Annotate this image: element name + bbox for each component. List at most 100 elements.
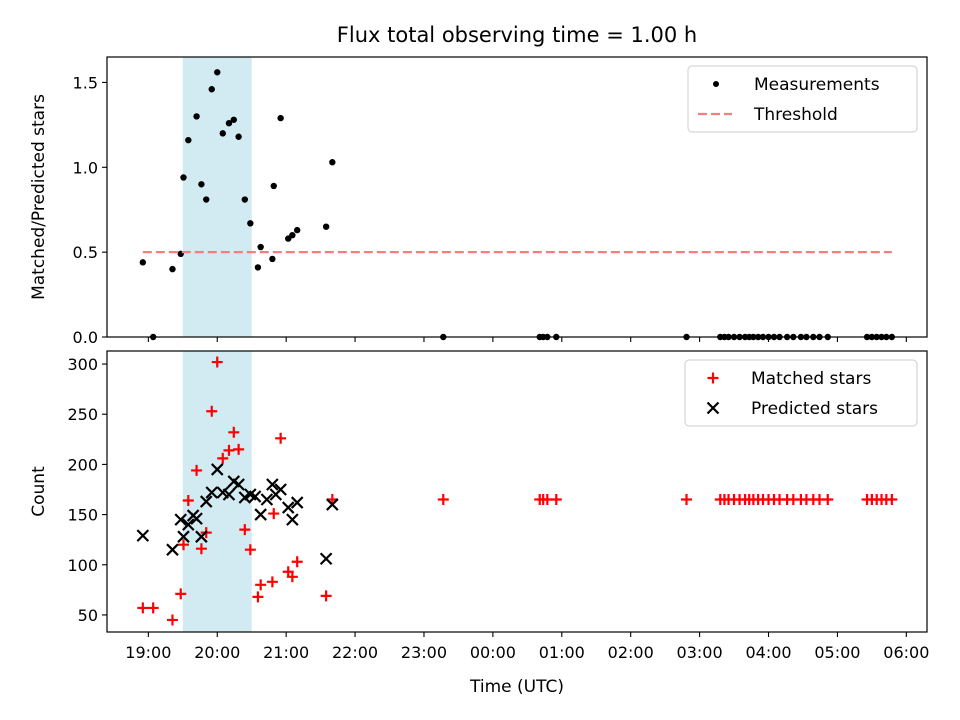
y-tick-label: 1.5 — [73, 73, 98, 92]
data-point — [222, 488, 236, 501]
data-point — [217, 452, 229, 464]
highlight-span — [182, 351, 252, 632]
x-axis-label: Time (UTC) — [469, 677, 564, 697]
data-point — [205, 486, 219, 499]
y-axis-label: Matched/Predicted stars — [29, 94, 49, 300]
y-tick-label: 100 — [67, 556, 98, 575]
data-point — [206, 405, 218, 417]
data-point — [230, 116, 237, 123]
data-point — [185, 136, 192, 144]
x-tick-label: 21:00 — [263, 643, 309, 662]
data-point — [169, 265, 176, 273]
x-tick-label: 00:00 — [470, 643, 516, 662]
x-tick-label: 20:00 — [194, 643, 240, 662]
x-tick-label: 03:00 — [677, 643, 723, 662]
data-point — [223, 444, 235, 456]
data-point — [195, 543, 207, 555]
data-point — [177, 530, 190, 543]
data-point — [260, 493, 274, 506]
y-tick-label: 0.5 — [73, 243, 98, 262]
y-tick-label: 0.0 — [73, 328, 98, 347]
data-point — [277, 114, 284, 122]
data-point — [248, 490, 262, 503]
legend-marker — [707, 372, 719, 384]
series-predicted-stars — [136, 463, 339, 566]
data-point — [266, 478, 279, 491]
data-point — [289, 231, 296, 239]
x-tick-label: 19:00 — [125, 643, 171, 662]
legend-marker — [706, 401, 720, 415]
x-tick-label: 05:00 — [814, 643, 860, 662]
data-point — [270, 182, 277, 190]
data-point — [191, 464, 203, 476]
y-tick-label: 200 — [67, 455, 98, 474]
data-point — [319, 552, 333, 566]
data-point — [166, 543, 179, 556]
data-point — [182, 495, 194, 507]
data-point — [244, 544, 256, 556]
data-point — [211, 356, 223, 368]
x-tick-label: 06:00 — [883, 643, 929, 662]
legend-label: Threshold — [753, 105, 838, 125]
data-point — [233, 443, 245, 455]
x-tick-label: 02:00 — [608, 643, 654, 662]
data-point — [252, 591, 264, 603]
data-point — [293, 226, 301, 234]
legend-label: Measurements — [754, 75, 880, 95]
data-point — [210, 463, 224, 476]
y-axis-label: Count — [29, 466, 49, 517]
data-point — [274, 483, 287, 496]
data-point — [269, 255, 276, 263]
data-point — [182, 518, 195, 531]
data-point — [550, 494, 562, 506]
data-point — [195, 530, 208, 543]
data-point — [322, 223, 330, 230]
data-point — [268, 508, 280, 520]
data-point — [199, 495, 213, 508]
data-point — [286, 571, 298, 583]
data-point — [136, 529, 150, 542]
panel-1: 0.0 0.5 1.0 1.5 Matched/Predicted stars Measu… — [29, 56, 928, 347]
data-point — [198, 181, 205, 188]
data-point — [247, 220, 254, 227]
data-point — [329, 159, 336, 166]
data-point — [208, 86, 215, 93]
data-point — [193, 113, 200, 120]
y-tick-label: 300 — [67, 355, 98, 374]
data-point — [232, 478, 245, 491]
data-point — [255, 579, 267, 591]
data-point — [266, 576, 278, 588]
data-point — [147, 602, 159, 614]
legend-marker — [713, 81, 719, 87]
legend-label: Matched stars — [751, 369, 871, 389]
data-point — [681, 494, 693, 506]
legend-label: Predicted stars — [751, 399, 878, 419]
chart-title: Flux total observing time = 1.00 h — [337, 23, 697, 47]
x-tick-label: 22:00 — [332, 643, 378, 662]
data-point — [174, 513, 188, 526]
y-tick-label: 250 — [67, 405, 98, 424]
x-tick-label: 04:00 — [745, 643, 791, 662]
y-tick-label: 50 — [78, 606, 98, 625]
data-point — [225, 119, 233, 127]
legend: Measurements Threshold — [687, 65, 918, 133]
data-point — [166, 614, 178, 626]
data-point — [235, 133, 242, 140]
highlight-span — [182, 57, 252, 337]
data-point — [290, 496, 304, 509]
data-point — [177, 539, 189, 551]
y-tick-label: 1.0 — [73, 158, 98, 177]
data-point — [219, 130, 226, 137]
data-point — [190, 512, 203, 525]
legend-box — [684, 359, 918, 427]
panel-2: 19:00 20:00 21:00 22:00 23:00 00:00 01:00 02:00… — [29, 350, 929, 662]
legend-box — [687, 65, 918, 133]
data-point — [139, 259, 147, 266]
plot-frame — [106, 350, 928, 633]
data-point — [254, 508, 267, 521]
x-tick-label: 01:00 — [539, 643, 585, 662]
data-point — [137, 602, 149, 614]
data-point — [241, 196, 249, 203]
data-point — [214, 69, 221, 76]
